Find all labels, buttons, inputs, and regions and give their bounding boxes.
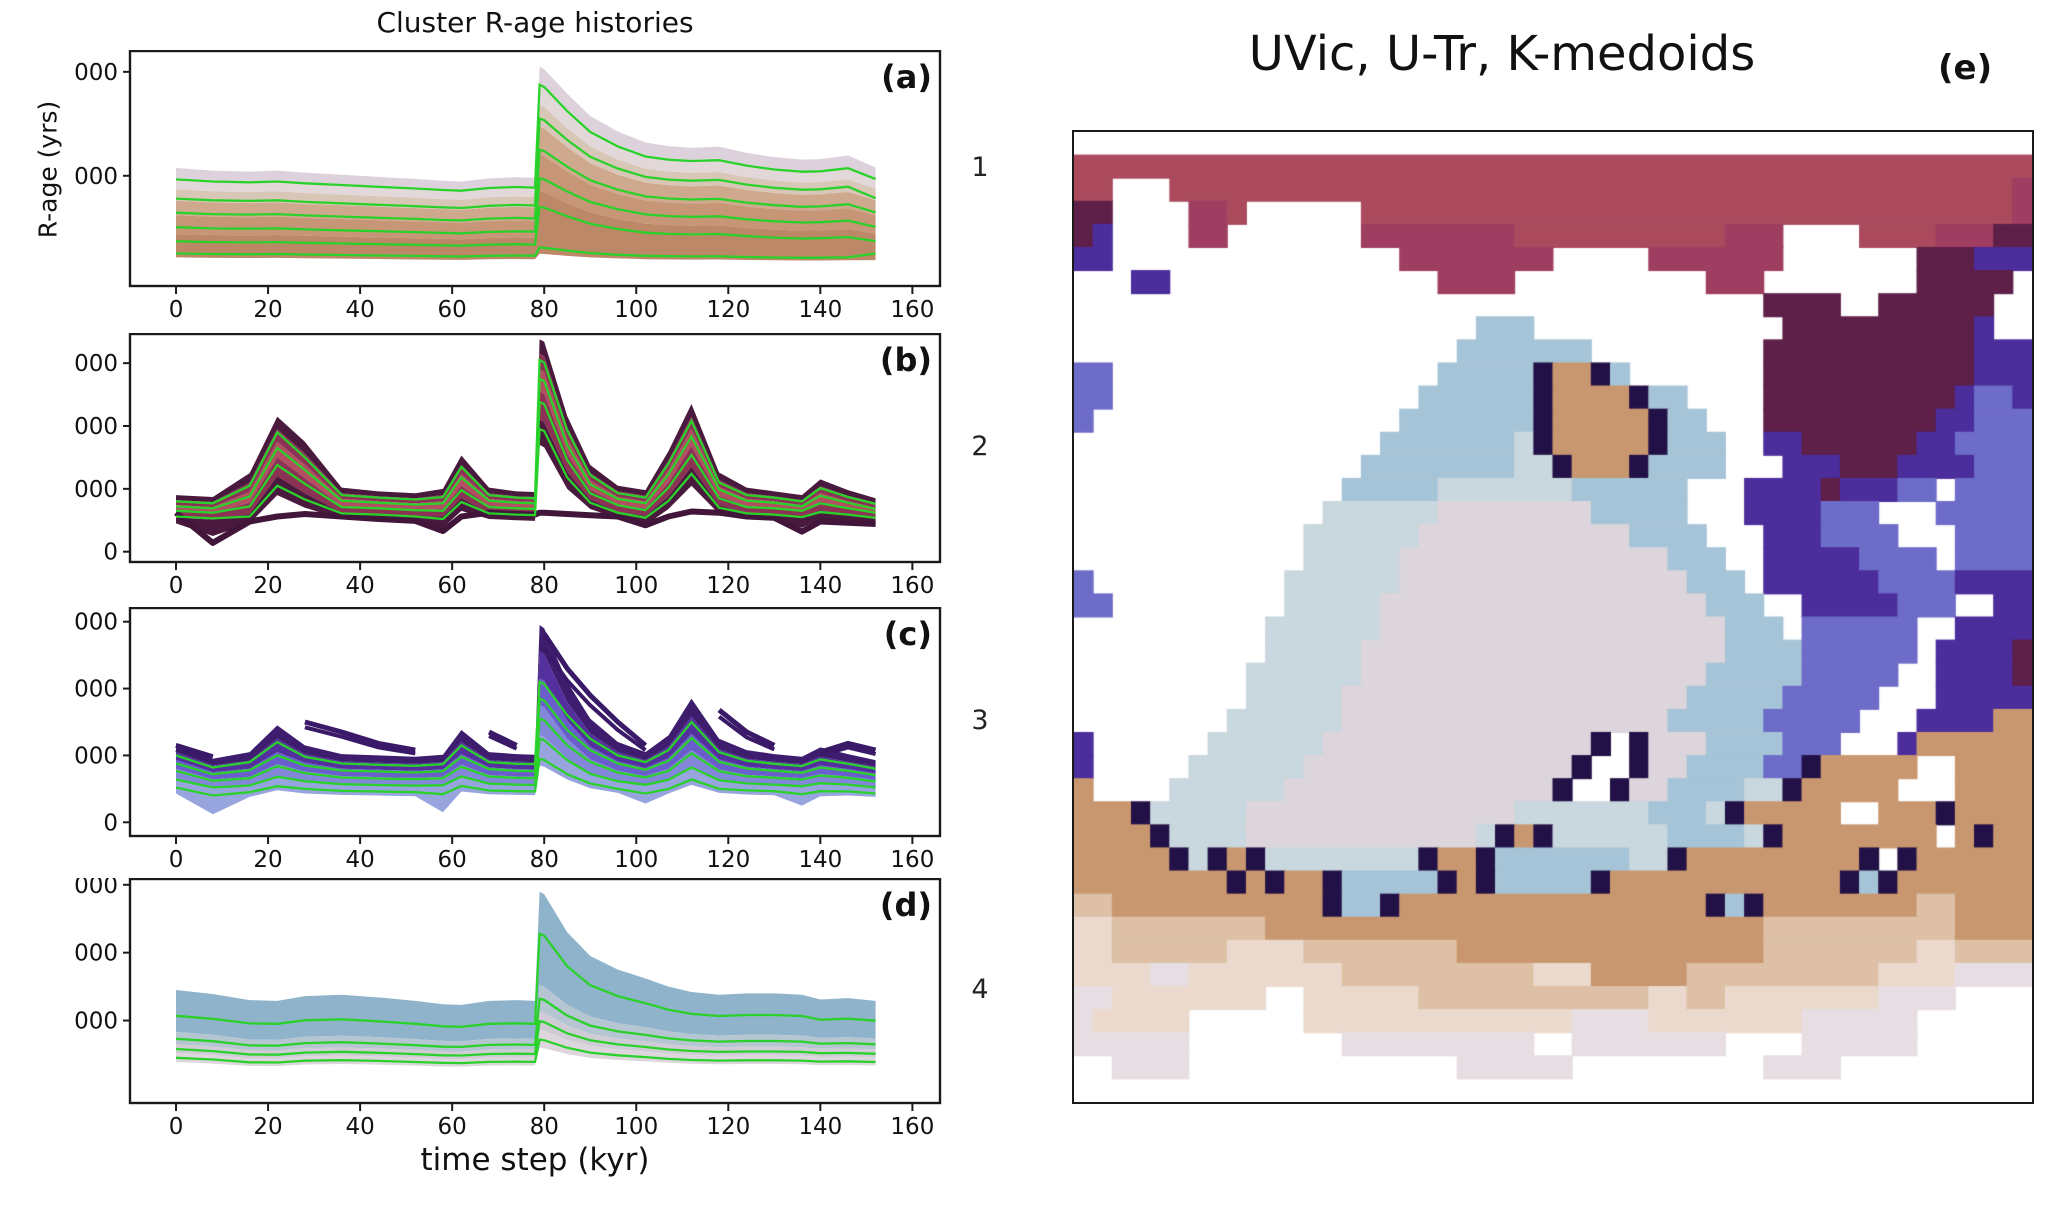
svg-text:3000: 3000 [74,351,118,377]
svg-text:160: 160 [890,573,934,599]
plot-area-d [175,891,876,1067]
x-axis-label: time step (kyr) [420,1142,650,1178]
stray-member-lines [174,508,876,546]
panel-label-d: (d) [879,886,932,924]
svg-text:140: 140 [798,297,842,323]
svg-text:60: 60 [438,847,467,873]
svg-text:1000: 1000 [74,743,118,769]
svg-text:40: 40 [345,573,374,599]
svg-text:40: 40 [345,297,374,323]
panel-label-c: (c) [883,615,932,653]
axes-a: 0 20 40 60 80 100 120 140 160 2000 4000 [74,50,942,323]
panel-a-chart: 0 20 40 60 80 100 120 140 160 2000 4000 [74,50,942,323]
svg-text:60: 60 [438,297,467,323]
svg-text:100: 100 [614,1114,658,1140]
svg-text:0: 0 [169,573,184,599]
left-figure-title: Cluster R-age histories [376,6,694,39]
stray-member-lines [175,632,877,763]
svg-text:120: 120 [706,1114,750,1140]
map-title: UVic, U-Tr, K-medoids [1248,26,1756,82]
svg-text:140: 140 [798,573,842,599]
svg-text:120: 120 [706,573,750,599]
svg-text:20: 20 [253,573,282,599]
svg-text:100: 100 [614,847,658,873]
svg-text:0: 0 [103,540,118,566]
svg-text:0: 0 [103,810,118,836]
axes-d: 0 20 40 60 80 100 120 140 160 1000 2000 3000 [74,878,942,1140]
panel-d-chart: 0 20 40 60 80 100 120 140 160 1000 2000 3000 [74,878,942,1140]
svg-text:1000: 1000 [74,1009,118,1035]
svg-text:3000: 3000 [74,878,118,899]
cluster-number-2: 2 [971,431,989,462]
svg-text:100: 100 [614,297,658,323]
cluster-map-canvas [1074,132,2032,1102]
svg-text:20: 20 [253,297,282,323]
panel-label-b: (b) [879,341,932,379]
svg-text:140: 140 [798,847,842,873]
axes-b: 0 20 40 60 80 100 120 140 160 0 1000 2000 3000 [74,333,942,599]
svg-text:4000: 4000 [74,60,118,86]
axes-c: 0 20 40 60 80 100 120 140 160 0 1000 2000 3000 [74,607,942,873]
y-axis-label: R-age (yrs) [33,100,63,239]
svg-text:0: 0 [169,297,184,323]
svg-text:80: 80 [530,297,559,323]
svg-text:0: 0 [169,1114,184,1140]
medoid-lines [175,83,877,259]
svg-text:2000: 2000 [74,164,118,190]
panel-b-chart: 0 20 40 60 80 100 120 140 160 0 1000 2000 3000 [74,333,942,599]
cluster-number-3: 3 [971,705,989,736]
svg-text:60: 60 [438,1114,467,1140]
cluster-map-panel [1072,130,2034,1104]
svg-text:0: 0 [169,847,184,873]
svg-text:60: 60 [438,573,467,599]
quantile-bands [176,891,876,1067]
svg-text:120: 120 [706,847,750,873]
svg-text:120: 120 [706,297,750,323]
plot-area-a [175,66,877,261]
panel-c-chart: 0 20 40 60 80 100 120 140 160 0 1000 2000 3000 [74,607,942,873]
svg-text:80: 80 [530,847,559,873]
svg-text:2000: 2000 [74,414,118,440]
plot-area-c [175,625,877,815]
svg-text:1000: 1000 [74,477,118,503]
svg-text:140: 140 [798,1114,842,1140]
panel-label-e: (e) [1938,48,1993,88]
medoid-lines [175,931,876,1065]
svg-text:3000: 3000 [74,610,118,636]
svg-text:80: 80 [530,573,559,599]
svg-text:2000: 2000 [74,941,118,967]
plot-area-b [174,339,876,546]
svg-text:2000: 2000 [74,677,118,703]
svg-text:20: 20 [253,1114,282,1140]
svg-text:160: 160 [890,297,934,323]
panel-label-a: (a) [881,58,932,96]
svg-text:160: 160 [890,1114,934,1140]
cluster-number-1: 1 [971,152,989,183]
quantile-bands [176,339,876,536]
svg-text:40: 40 [345,1114,374,1140]
svg-text:20: 20 [253,847,282,873]
quantile-bands [176,625,876,815]
cluster-number-4: 4 [971,974,989,1005]
svg-text:160: 160 [890,847,934,873]
svg-text:80: 80 [530,1114,559,1140]
medoid-lines [175,680,876,797]
medoid-lines [175,358,876,521]
svg-text:100: 100 [614,573,658,599]
svg-text:40: 40 [345,847,374,873]
